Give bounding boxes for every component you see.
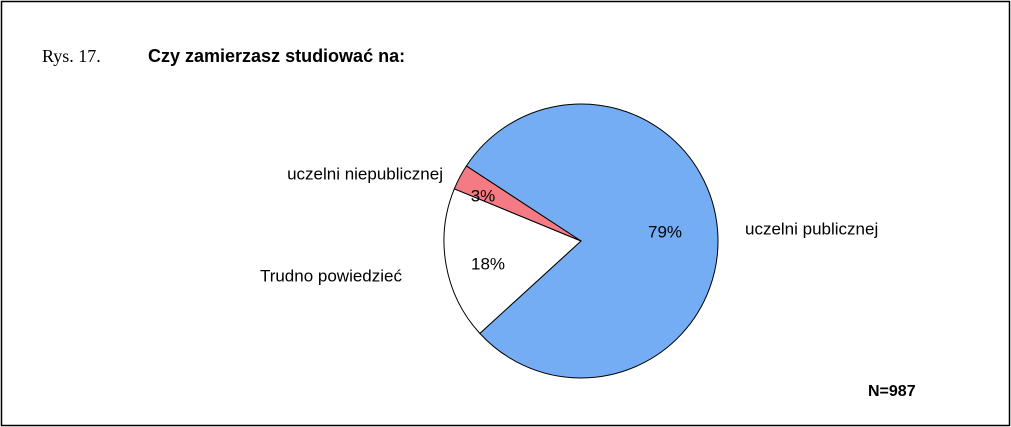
pie-slice (453, 165, 582, 242)
title-prefix: Rys. 17. (42, 46, 101, 66)
pie-slice (465, 103, 719, 379)
pie-slice (443, 188, 582, 335)
value-label: 3% (471, 186, 496, 205)
category-label: Trudno powiedzieć (260, 266, 403, 285)
value-label: 18% (471, 254, 505, 273)
category-label: uczelni niepublicznej (287, 164, 443, 183)
category-label: uczelni publicznej (745, 219, 878, 238)
note: N=987 (868, 383, 916, 400)
value-label: 79% (648, 222, 682, 241)
chart-title: Czy zamierzasz studiować na: (148, 46, 405, 66)
